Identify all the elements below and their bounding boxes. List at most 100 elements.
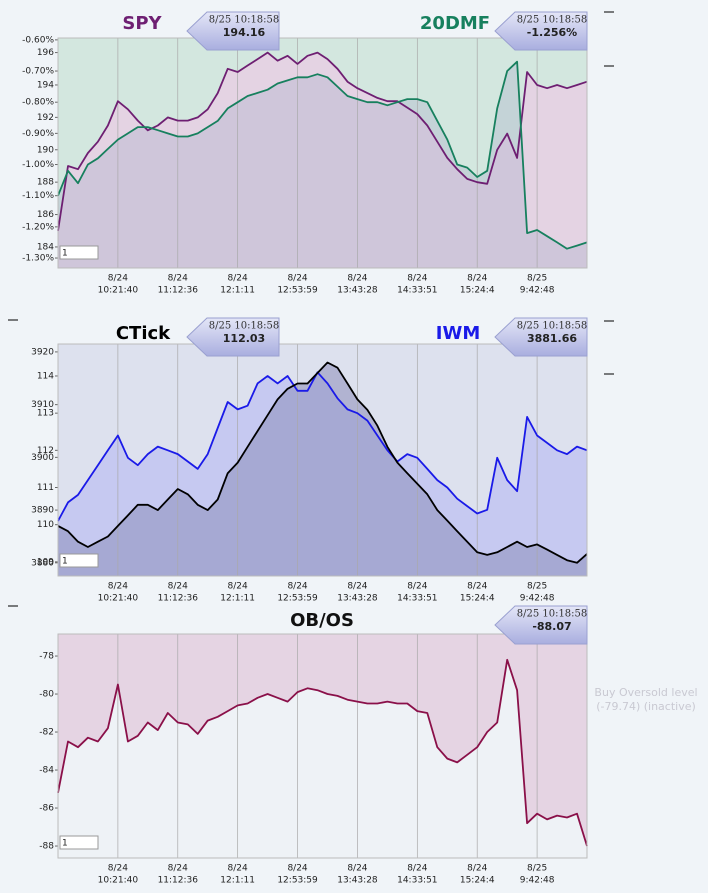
y-tick-label: -84 [39,766,54,776]
series-line [57,658,588,847]
y-tick-label: 194 [37,80,54,90]
callout-time: 8/25 10:18:58 [209,15,280,26]
callout [494,11,588,51]
series-name: 20DMF [420,13,490,34]
y-tick-label: 3900 [31,453,54,463]
y-tick-label: -1.20% [22,222,54,232]
x-tick-time: 10:21:40 [98,594,139,604]
x-tick-time: 12:53:59 [277,594,318,604]
x-tick-date: 8/24 [228,274,248,284]
y-tick-label: 188 [37,178,54,188]
x-tick-time: 12:1:11 [220,594,255,604]
x-tick-time: 12:1:11 [220,876,255,886]
y-tick-label: -88 [39,842,54,852]
y-tick-label: 196 [37,48,54,58]
x-tick-date: 8/24 [108,582,128,592]
x-tick-date: 8/24 [168,864,188,874]
x-tick-date: 8/25 [527,582,547,592]
callout-value: -1.256% [527,26,577,39]
y-tick-label: -1.30% [22,254,54,264]
series-line [57,60,588,250]
callout-time: 8/25 10:18:58 [517,609,588,620]
x-tick-date: 8/24 [407,864,427,874]
callout-value: -88.07 [532,620,571,633]
range-box-label: 1 [62,557,68,567]
y-tick-label: -82 [39,728,54,738]
y-tick-label: -0.70% [22,67,54,77]
chart-title: OB/OS [290,610,354,631]
y-tick-label: -1.00% [22,160,54,170]
y-tick-label: 192 [37,113,54,123]
series-line [57,51,588,231]
callout [494,605,588,645]
x-tick-time: 14:33:51 [397,594,437,604]
x-tick-date: 8/24 [407,274,427,284]
x-tick-time: 9:42:48 [520,594,555,604]
x-tick-date: 8/24 [407,582,427,592]
range-box [59,245,99,260]
series-line [57,361,588,564]
callout [186,11,280,51]
y-tick-label: 184 [37,242,54,252]
y-tick-label: -1.10% [22,191,54,201]
x-tick-time: 15:24:4 [460,286,495,296]
range-box-label: 1 [62,249,68,259]
x-tick-date: 8/24 [287,582,307,592]
range-box-label: 1 [62,839,68,849]
callout-value: 194.16 [223,26,266,39]
x-tick-time: 15:24:4 [460,594,495,604]
y-tick-label: -86 [39,804,54,814]
x-tick-date: 8/24 [347,582,367,592]
y-tick-label: 113 [37,409,54,419]
plot-frame [57,633,588,859]
callout [494,317,588,357]
x-tick-time: 10:21:40 [98,876,139,886]
x-tick-date: 8/24 [168,582,188,592]
y-tick-label: 112 [37,446,54,456]
series-area [58,52,587,268]
series-name: CTick [116,323,171,344]
y-tick-label: -78 [39,652,54,662]
x-tick-time: 11:12:36 [158,876,199,886]
y-tick-label: 3890 [31,506,54,516]
callout-value: 112.03 [223,332,265,345]
x-tick-time: 13:43:28 [337,286,378,296]
y-tick-label: -0.90% [22,129,54,139]
y-tick-label: 186 [37,210,54,220]
plot-frame [57,37,588,269]
range-box [59,835,99,850]
annotation: Buy Oversold level [594,686,697,699]
y-tick-label: 3880 [31,558,54,568]
x-tick-time: 11:12:36 [158,594,199,604]
y-tick-label: 110 [37,520,54,530]
x-tick-date: 8/24 [287,274,307,284]
x-tick-date: 8/25 [527,274,547,284]
y-tick-label: 114 [37,371,54,381]
x-tick-date: 8/25 [527,864,547,874]
x-tick-time: 13:43:28 [337,594,378,604]
callout-time: 8/25 10:18:58 [517,15,588,26]
x-tick-date: 8/24 [467,582,487,592]
x-tick-time: 15:24:4 [460,876,495,886]
x-tick-time: 12:1:11 [220,286,255,296]
y-tick-label: -0.80% [22,98,54,108]
series-name: SPY [122,13,162,34]
callout-value: 3881.66 [527,332,577,345]
x-tick-time: 9:42:48 [520,286,555,296]
x-tick-date: 8/24 [168,274,188,284]
x-tick-date: 8/24 [287,864,307,874]
x-tick-date: 8/24 [228,864,248,874]
series-area [58,362,587,576]
corner-marks [8,11,614,607]
x-tick-date: 8/24 [108,274,128,284]
plot-frame [57,343,588,577]
callout-time: 8/25 10:18:58 [209,321,280,332]
x-tick-date: 8/24 [347,864,367,874]
y-tick-label: 109 [37,557,54,567]
y-tick-label: 3920 [31,347,54,357]
range-box [59,553,99,568]
series-name: IWM [436,323,480,344]
x-tick-time: 9:42:48 [520,876,555,886]
annotation: (-79.74) (inactive) [596,700,696,713]
